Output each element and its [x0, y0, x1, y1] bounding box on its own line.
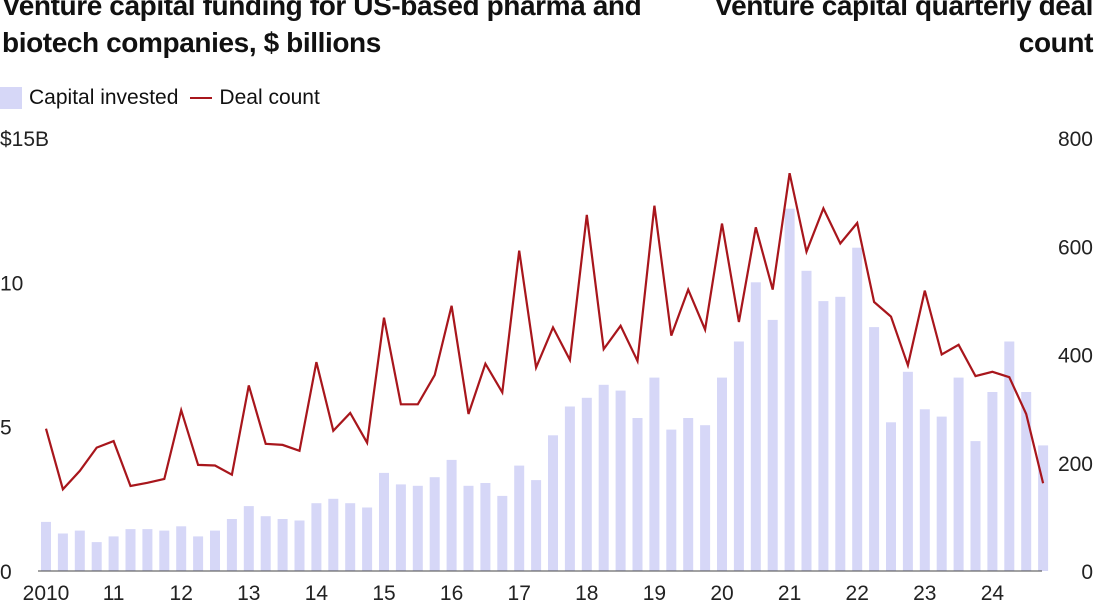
capital-bar: [514, 465, 525, 571]
capital-bar: [41, 521, 51, 571]
capital-bar: [159, 530, 170, 571]
legend-line-swatch: [190, 97, 213, 99]
x-axis-tick-label: 17: [508, 582, 531, 600]
capital-bar: [801, 270, 812, 571]
capital-bar: [632, 418, 643, 571]
capital-bar: [615, 390, 626, 571]
capital-bar: [277, 519, 288, 571]
capital-bar: [1038, 445, 1049, 571]
capital-bar: [852, 247, 863, 571]
capital-bar: [700, 425, 711, 571]
capital-bar: [429, 477, 440, 571]
chart-title: Venture capital funding for US-based pha…: [2, 0, 642, 58]
legend-bar-swatch: [0, 87, 22, 109]
capital-bar: [666, 429, 677, 571]
capital-bar: [362, 507, 373, 571]
capital-bar: [446, 459, 457, 571]
left-axis-tick-label: 0: [0, 561, 12, 584]
capital-bar: [733, 341, 744, 571]
capital-bar: [193, 536, 204, 571]
right-axis-tick-label: 200: [1058, 453, 1093, 476]
capital-bar: [784, 208, 795, 571]
capital-bar: [564, 406, 575, 571]
left-axis-tick-label: $15B: [0, 128, 49, 151]
legend-item-deals: Deal count: [190, 86, 320, 110]
capital-bar: [531, 480, 542, 571]
left-axis-tick-label: 10: [0, 272, 23, 295]
capital-bar: [902, 371, 913, 571]
legend-capital-label: Capital invested: [29, 86, 179, 109]
capital-bar: [395, 484, 406, 571]
capital-bar: [463, 485, 474, 571]
capital-bar: [243, 506, 254, 571]
capital-bar: [294, 520, 305, 571]
left-axis-tick-label: 5: [0, 417, 12, 440]
capital-bar: [835, 296, 846, 571]
capital-bar: [1004, 341, 1015, 571]
x-axis-tick-label: 22: [846, 582, 869, 600]
capital-bar: [142, 529, 153, 571]
capital-bar: [412, 485, 423, 571]
legend-deals-label: Deal count: [219, 86, 320, 109]
capital-bar: [886, 422, 896, 571]
capital-bar: [91, 542, 102, 571]
x-axis-tick-label: 21: [778, 582, 801, 600]
legend: Capital invested Deal count: [0, 84, 332, 112]
x-axis-tick-label: 13: [237, 582, 260, 600]
capital-bar: [328, 498, 339, 571]
right-axis-tick-label: 800: [1058, 128, 1093, 151]
capital-bar: [480, 483, 491, 571]
x-axis-tick-label: 12: [170, 582, 193, 600]
x-axis-tick-label: 24: [981, 582, 1005, 600]
x-axis-tick-label: 15: [372, 582, 395, 600]
capital-bar: [919, 409, 930, 571]
capital-bar: [581, 397, 592, 571]
capital-bar: [970, 441, 981, 571]
x-axis-tick-label: 19: [643, 582, 666, 600]
capital-bar: [108, 536, 119, 571]
right-axis-title: Venture capital quarterly deal count: [714, 0, 1093, 58]
right-axis-tick-label: 400: [1058, 345, 1093, 368]
capital-bar: [953, 377, 964, 571]
capital-bar: [818, 301, 829, 571]
capital-bar: [649, 377, 660, 571]
capital-bar: [548, 435, 558, 571]
right-axis-tick-label: 600: [1058, 236, 1093, 259]
capital-bar: [869, 327, 880, 571]
capital-bar: [379, 472, 389, 571]
capital-bar: [311, 503, 322, 571]
legend-item-capital: Capital invested: [0, 86, 178, 110]
capital-bar: [750, 282, 761, 571]
x-axis-tick-label: 2010: [23, 582, 70, 600]
capital-bar: [210, 530, 220, 571]
deal-count-line: [44, 172, 1045, 492]
x-axis-tick-label: 14: [305, 582, 329, 600]
capital-bar: [74, 530, 85, 571]
capital-bar: [683, 418, 694, 571]
capital-bar: [226, 519, 237, 571]
capital-bar: [936, 416, 947, 571]
capital-bar: [176, 526, 187, 571]
capital-bar: [260, 516, 271, 571]
capital-bar: [345, 503, 356, 571]
capital-bar: [767, 319, 778, 571]
x-axis-tick-label: 23: [913, 582, 936, 600]
capital-bar: [717, 377, 727, 571]
right-axis-tick-label: 0: [1081, 561, 1093, 584]
capital-bar: [57, 533, 68, 571]
x-axis-tick-label: 18: [575, 582, 598, 600]
capital-bar: [1021, 392, 1032, 571]
x-axis-tick-label: 16: [440, 582, 463, 600]
x-axis-tick-label: 20: [710, 582, 733, 600]
x-axis-tick-label: 11: [103, 582, 125, 600]
capital-bar: [497, 495, 508, 571]
capital-bar: [598, 384, 609, 571]
capital-bar: [125, 529, 136, 571]
capital-bar: [987, 392, 998, 571]
